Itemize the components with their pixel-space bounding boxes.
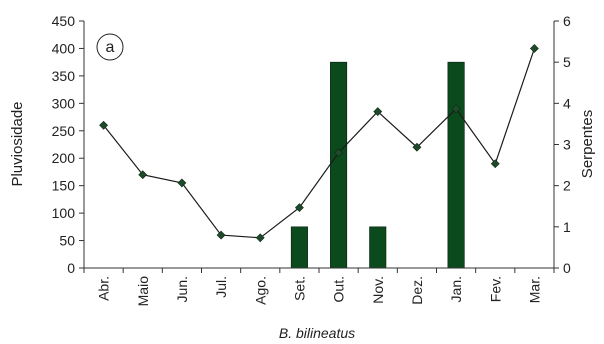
chart-caption: B. bilineatus [279,325,355,341]
panel-label-circle [96,33,124,61]
x-category-label: Mar. [526,276,542,303]
right-tick-label: 2 [563,178,571,194]
x-category-label: Out. [331,276,347,302]
x-category-label: Jun. [174,276,190,302]
pluviosidade-point [255,233,265,243]
panel-label: a [106,39,115,56]
pluviosidade-line [103,48,535,239]
pluviosidade-point [490,159,500,169]
axes-layer: 0 50 100 150 200 250 300 350 400 450 0 1 2 3 4 5 6 Abr. Ma… [52,13,571,306]
bars-layer [290,61,465,269]
left-tick-label: 300 [52,95,76,111]
right-tick-label: 5 [563,54,571,70]
x-category-label: Ago. [252,276,268,305]
right-axis-title: Serpentes [579,110,596,178]
left-axis-title: Pluviosidade [9,101,26,186]
x-category-label: Abr. [96,276,112,301]
x-category-label: Dez. [409,276,425,305]
left-tick-label: 150 [52,178,76,194]
x-category-label: Jan. [448,276,464,302]
left-tick-label: 0 [67,260,75,276]
x-category-label: Set. [291,276,307,301]
left-tick-label: 100 [52,205,76,221]
pluviosidade-point [334,148,344,158]
serpentes-bar [447,61,465,269]
x-category-label: Fev. [487,276,503,302]
serpentes-bar [369,226,387,269]
right-tick-label: 4 [563,95,571,111]
pluviosidade-point [451,104,461,114]
pluviosidade-point [412,142,422,152]
x-category-label: Nov. [370,276,386,304]
pluviosidade-point [138,170,148,180]
left-tick-label: 250 [52,123,76,139]
left-tick-label: 400 [52,40,76,56]
pluviosidade-point [99,120,109,130]
line-layer [99,44,539,243]
right-tick-label: 0 [563,260,571,276]
right-tick-label: 3 [563,137,571,153]
pluviosidade-point [529,44,539,53]
left-tick-label: 350 [52,68,76,84]
pluviosidade-point [294,203,304,213]
serpentes-bar [290,226,308,269]
x-category-label: Maio [135,276,151,307]
left-tick-label: 200 [52,150,76,166]
pluviosidade-point [373,107,383,116]
serpentes-bar [330,61,348,269]
left-tick-label: 50 [59,233,75,249]
x-category-label: Jul. [213,276,229,298]
pluviosidade-point [177,178,187,188]
right-tick-label: 6 [563,13,571,29]
right-tick-label: 1 [563,219,571,235]
pluviosidade-point [216,230,226,240]
left-tick-label: 450 [52,13,76,29]
